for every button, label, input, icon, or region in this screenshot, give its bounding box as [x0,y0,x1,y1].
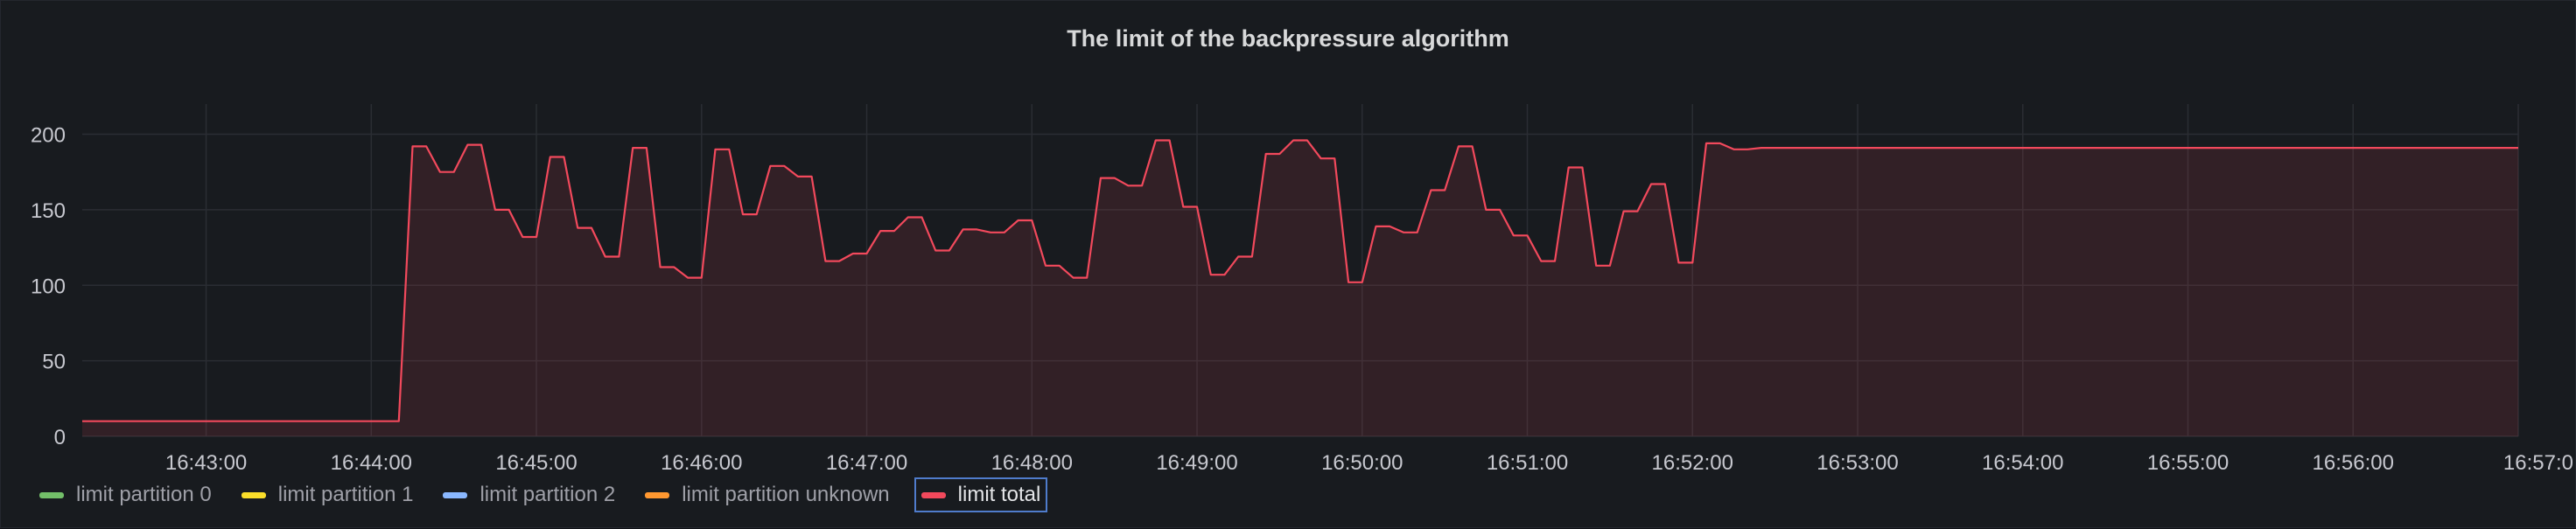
x-tick-label: 16:46:00 [661,451,742,475]
x-tick-label: 16:51:00 [1487,451,1568,475]
legend-swatch [241,491,266,498]
legend-swatch [920,491,946,498]
x-tick-label: 16:54:00 [1982,451,2063,475]
legend-swatch [645,491,670,498]
y-tick-label: 200 [31,124,66,148]
legend-item[interactable]: limit partition 2 [438,477,620,512]
panel-title[interactable]: The limit of the backpressure algorithm [1067,25,1509,52]
y-tick-label: 100 [31,275,66,298]
y-tick-label: 150 [31,199,66,223]
legend-label: limit partition 2 [480,483,616,506]
x-tick-label: 16:44:00 [331,451,412,475]
legend-label: limit total [957,483,1041,506]
legend-item[interactable]: limit partition 1 [236,477,419,512]
legend-item[interactable]: limit total [914,477,1048,512]
legend-label: limit partition unknown [682,483,890,506]
x-tick-label: 16:57:0 [2503,451,2573,475]
legend-swatch [443,491,468,498]
x-tick-label: 16:50:00 [1321,451,1403,475]
legend-item[interactable]: limit partition 0 [34,477,217,512]
legend-label: limit partition 1 [277,483,414,506]
x-tick-label: 16:56:00 [2313,451,2394,475]
x-tick-label: 16:52:00 [1652,451,1733,475]
x-tick-label: 16:49:00 [1156,451,1237,475]
x-tick-label: 16:43:00 [165,451,247,475]
x-tick-label: 16:45:00 [495,451,577,475]
y-tick-label: 50 [42,351,66,374]
legend: limit partition 0 limit partition 1 limit … [34,476,1067,514]
series-line-limit-total [82,139,2518,422]
x-tick-label: 16:48:00 [991,451,1073,475]
legend-label: limit partition 0 [76,483,212,506]
y-tick-label: 0 [54,426,66,449]
legend-swatch [39,491,64,498]
series-area-fill [82,140,2518,436]
x-tick-label: 16:47:00 [826,451,907,475]
legend-item[interactable]: limit partition unknown [640,477,894,512]
x-tick-label: 16:55:00 [2147,451,2229,475]
x-tick-label: 16:53:00 [1816,451,1898,475]
